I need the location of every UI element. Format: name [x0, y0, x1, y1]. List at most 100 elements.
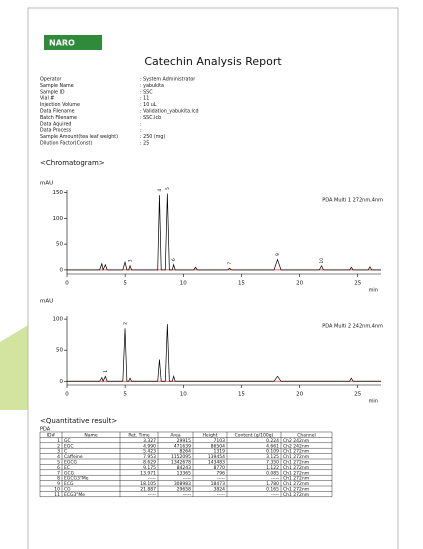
- table-cell: EGCG: [64, 460, 77, 466]
- peak-label: 3: [128, 259, 134, 262]
- table-cell: 29658: [177, 487, 191, 493]
- table-cell: Ch1 272nm: [283, 460, 309, 466]
- peak-label: 10: [319, 258, 325, 264]
- info-label: Operator: [40, 77, 61, 83]
- x-tick-label: 25: [354, 392, 361, 398]
- channel-label: PDA Multi 2 242nm,4nm: [322, 324, 383, 330]
- y-axis-label: mAU: [40, 181, 53, 187]
- info-label: Data Filename: [40, 109, 75, 115]
- x-tick-label: 25: [354, 281, 361, 287]
- table-cell: 86504: [211, 443, 225, 449]
- table-cell: -----: [271, 493, 279, 498]
- table-cell: 21.887: [140, 487, 156, 493]
- table-cell: Ch1 272nm: [283, 470, 309, 476]
- table-cell: 18473: [211, 481, 225, 487]
- table-cell: 796: [216, 470, 225, 476]
- table-cell: 11: [54, 492, 60, 498]
- table-cell: Caffeine: [64, 454, 83, 460]
- x-axis-label: min: [369, 399, 378, 405]
- trace: [67, 324, 381, 383]
- table-cell: 7.350: [266, 460, 279, 466]
- table-cell: -----: [217, 493, 225, 498]
- table-cell: 18.105: [140, 481, 156, 487]
- table-cell: ECG3"Me: [64, 492, 85, 498]
- table-cell: Ch2 242nm: [283, 443, 309, 449]
- table-cell: 5.423: [143, 449, 156, 455]
- x-tick-label: 15: [238, 392, 245, 398]
- table-cell: 8770: [214, 465, 226, 471]
- table-header: Content (g/100g): [235, 433, 274, 439]
- x-tick-label: 5: [123, 281, 127, 287]
- info-value: : yabukita: [140, 83, 164, 89]
- peak-label: 9: [275, 253, 281, 256]
- table-cell: 1.780: [266, 481, 279, 487]
- table-caption: PDA: [40, 427, 51, 433]
- peak-label: 7: [227, 262, 233, 265]
- table-cell: 9.175: [143, 465, 156, 471]
- peak-label: 6: [171, 258, 177, 261]
- info-label: Batch Filename: [40, 115, 77, 121]
- table-cell: -----: [271, 477, 279, 482]
- section-heading: <Chromatogram>: [40, 159, 105, 167]
- channel-label: PDA Multi 1 272nm,4nm: [322, 198, 383, 204]
- table-cell: 9: [57, 481, 60, 487]
- x-tick-label: 20: [296, 281, 303, 287]
- table-cell: 1.122: [266, 465, 279, 471]
- table-cell: EC: [64, 465, 70, 471]
- info-label: Sample Amount(tea leaf weight): [40, 134, 118, 140]
- table-cell: 139454: [208, 454, 225, 460]
- table-cell: GC: [64, 438, 71, 444]
- info-value: : System Administrator: [140, 77, 195, 83]
- info-label: Sample Name: [40, 83, 74, 89]
- table-cell: Ch1 272nm: [283, 487, 309, 493]
- info-label: Injection Volume: [40, 102, 80, 108]
- table-cell: CG: [64, 487, 71, 493]
- x-tick-label: 15: [238, 281, 245, 287]
- table-cell: Ch1 272nm: [283, 465, 309, 471]
- peak-label: 4: [157, 189, 163, 192]
- table-cell: 1152095: [171, 454, 191, 460]
- table-cell: 7: [57, 470, 60, 476]
- table-cell: C: [64, 449, 67, 455]
- info-value: : 11: [140, 96, 149, 102]
- y-tick-label: 100: [53, 216, 64, 222]
- table-header: Height: [203, 433, 218, 439]
- table-cell: 0.085: [266, 470, 279, 476]
- table-cell: Ch1 272nm: [283, 492, 309, 498]
- info-value: : Validation_yabukita.lcd: [140, 109, 199, 115]
- info-value: : 25: [140, 141, 149, 147]
- peak-label: 1: [103, 370, 109, 373]
- table-cell: 4: [57, 454, 60, 460]
- table-cell: 0.224: [266, 438, 279, 444]
- table-cell: Ch1 272nm: [283, 454, 309, 460]
- table-cell: Ch2 242nm: [283, 438, 309, 444]
- y-tick-label: 50: [56, 348, 63, 354]
- title: Catechin Analysis Report: [144, 55, 282, 68]
- table-cell: 8: [57, 476, 60, 482]
- table-cell: 4.990: [143, 443, 156, 449]
- table-cell: 10: [54, 487, 60, 493]
- table-cell: 6: [57, 465, 60, 471]
- table-cell: 13.971: [140, 470, 156, 476]
- x-tick-label: 0: [65, 281, 69, 287]
- x-tick-label: 0: [65, 392, 69, 398]
- table-cell: -----: [217, 477, 225, 482]
- table-cell: 7103: [214, 438, 226, 444]
- table-cell: 2: [57, 443, 60, 449]
- table-header: ID#: [47, 433, 56, 439]
- table-cell: EGCG3"Me: [64, 476, 89, 482]
- table-cell: 308983: [174, 481, 191, 487]
- x-tick-label: 10: [180, 392, 187, 398]
- trace: [67, 193, 381, 272]
- table-cell: 143483: [208, 460, 225, 466]
- x-axis-label: min: [369, 288, 378, 294]
- table-cell: Ch1 272nm: [283, 449, 309, 455]
- table-cell: 0.109: [266, 449, 279, 455]
- table-cell: Ch1 272nm: [283, 481, 309, 487]
- table-cell: 84243: [177, 465, 191, 471]
- table-cell: 4.661: [266, 443, 279, 449]
- table-cell: 1319: [214, 449, 226, 455]
- logo: NARO: [49, 39, 75, 48]
- table-cell: 5: [57, 460, 60, 466]
